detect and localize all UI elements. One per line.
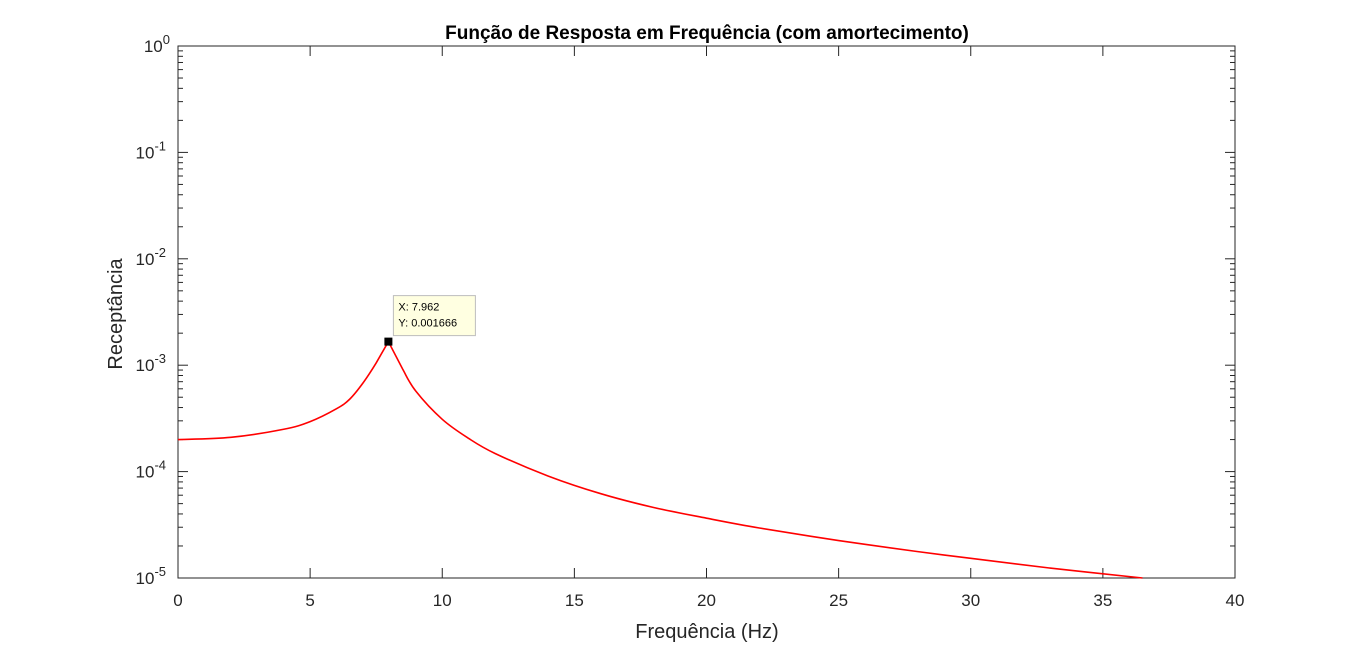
y-axis-label: Receptância <box>105 258 127 370</box>
x-axis-label: Frequência (Hz) <box>635 621 778 643</box>
x-axis: 0 5 10 15 20 25 30 35 40 <box>173 46 1244 610</box>
x-tick-label: 10 <box>433 591 452 610</box>
series-layer <box>177 339 1143 579</box>
datatip-box <box>392 295 476 337</box>
datatip-y-label: Y: 0.001666 <box>398 318 457 330</box>
y-axis: 10-5 10-4 10-3 10-2 10-1 100 <box>136 32 1235 588</box>
x-tick-label: 25 <box>829 591 848 610</box>
y-tick-label: 10-2 <box>136 245 166 269</box>
x-tick-label: 20 <box>697 591 716 610</box>
x-tick-label: 40 <box>1226 591 1245 610</box>
x-tick-label: 15 <box>565 591 584 610</box>
chart-title: Função de Resposta em Frequência (com am… <box>445 23 969 44</box>
datatip[interactable]: X: 7.962 Y: 0.001666 <box>384 295 476 346</box>
y-tick-label: 10-1 <box>136 138 166 162</box>
y-tick-label: 10-5 <box>136 564 166 588</box>
datatip-x-label: X: 7.962 <box>398 302 439 314</box>
x-tick-label: 5 <box>305 591 314 610</box>
datatip-marker[interactable] <box>384 337 393 346</box>
series-line <box>177 339 1143 579</box>
axes-box <box>177 45 1236 579</box>
y-tick-label: 10-3 <box>136 351 166 375</box>
x-tick-label: 35 <box>1093 591 1112 610</box>
x-tick-label: 0 <box>173 591 182 610</box>
y-tick-label: 100 <box>144 32 170 56</box>
y-tick-label: 10-4 <box>136 458 166 482</box>
x-tick-label: 30 <box>961 591 980 610</box>
